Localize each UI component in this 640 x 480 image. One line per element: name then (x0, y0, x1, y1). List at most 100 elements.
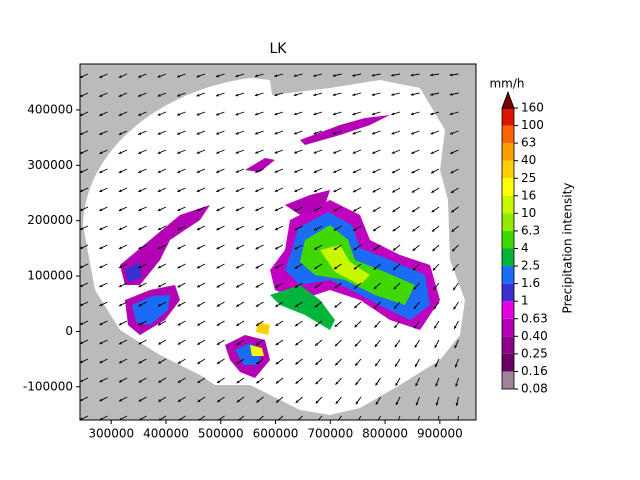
wind-arrow-head (455, 383, 459, 387)
wind-arrow-head (275, 304, 279, 307)
colorbar-segment (502, 301, 514, 319)
wind-arrow-head (99, 265, 103, 269)
precipitation (120, 115, 440, 378)
colorbar-tick-label: 16 (521, 188, 536, 202)
wind-arrow-head (138, 360, 142, 364)
wind-arrow-head (450, 170, 454, 174)
wind-arrow-head (294, 170, 298, 173)
wind-arrow-head (99, 246, 103, 250)
wind-arrow-head (315, 362, 319, 365)
wind-arrow-head (334, 324, 338, 327)
precip-area (132, 295, 170, 325)
wind-arrow-head (255, 189, 259, 192)
colorbar-tick-label: 1.6 (521, 276, 540, 290)
wind-arrow-head (216, 303, 220, 307)
wind-arrow-head (294, 150, 298, 154)
wind-arrow-head (157, 265, 161, 269)
wind-arrow-head (415, 363, 418, 367)
wind-arrow-head (99, 360, 103, 364)
wind-arrow (198, 415, 206, 420)
colorbar-segment (502, 318, 514, 337)
wind-arrow-head (118, 246, 122, 250)
wind-arrow-head (216, 246, 220, 250)
wind-arrow-head (412, 209, 416, 212)
wind-arrow-head (118, 284, 122, 288)
colorbar-tick-label: 0.16 (521, 364, 548, 378)
wind-arrow-head (414, 344, 418, 348)
colorbar-tick-label: 10 (521, 206, 536, 220)
colorbar-segment (502, 371, 514, 389)
wind-arrow-head (313, 189, 317, 192)
colorbar-tick-label: 0.63 (521, 311, 548, 325)
wind-arrow-head (274, 74, 278, 78)
wind-arrow-head (333, 151, 337, 154)
wind-arrow-head (197, 303, 201, 307)
wind-arrow-head (294, 246, 298, 250)
wind-arrow-head (373, 266, 377, 270)
wind-arrow-head (355, 362, 358, 366)
wind-arrow-head (216, 342, 220, 345)
wind-arrow-head (256, 361, 260, 365)
wind-arrow-head (235, 151, 239, 154)
colorbar-tick-label: 160 (521, 101, 544, 115)
wind-arrow-head (235, 131, 239, 135)
wind-arrow-head (217, 399, 221, 403)
wind-arrow-head (431, 228, 435, 232)
wind-arrow-head (177, 341, 181, 345)
wind-arrow-head (255, 208, 259, 211)
wind-arrow (237, 415, 245, 420)
wind-arrow-head (295, 400, 299, 403)
wind-arrow-head (452, 248, 455, 252)
y-tick-label: 100000 (27, 269, 73, 283)
wind-arrow-head (256, 342, 260, 345)
wind-arrow-head (138, 170, 142, 173)
wind-arrow-head (314, 227, 318, 231)
y-tick-label: 400000 (27, 102, 73, 116)
colorbar-tick-label: 4 (521, 241, 529, 255)
wind-arrow-head (235, 93, 239, 97)
colorbar-segment (502, 195, 514, 214)
wind-arrow-head (255, 170, 259, 173)
y-tick-label: 300000 (27, 158, 73, 172)
wind-arrow-head (433, 306, 437, 310)
wind-arrow-head (177, 303, 181, 307)
wind-arrow (257, 415, 264, 420)
wind-arrow-head (413, 286, 417, 290)
wind-arrow-head (138, 208, 142, 211)
wind-arrow-head (177, 284, 181, 288)
wind-arrow-head (99, 151, 103, 154)
wind-arrow-head (336, 420, 339, 423)
precip-area (300, 115, 390, 145)
wind-arrow-head (375, 363, 378, 367)
colorbar-segment (502, 143, 514, 161)
wind-arrow-head (452, 267, 456, 271)
wind-arrow-head (80, 246, 83, 250)
wind-arrow-head (314, 246, 318, 250)
wind-arrow-head (196, 246, 200, 250)
wind-arrow-head (391, 73, 395, 77)
wind-arrow-head (119, 398, 123, 402)
wind-arrow-head (118, 151, 122, 154)
precip-area (125, 262, 142, 282)
wind-arrow-head (80, 113, 83, 116)
wind-arrow-head (374, 305, 378, 309)
wind-arrow-head (80, 360, 83, 364)
wind-arrow-head (255, 246, 259, 250)
wind-arrow-head (391, 131, 395, 135)
wind-arrow-head (177, 227, 181, 231)
wind-arrow-head (254, 93, 258, 97)
wind-arrow-head (177, 189, 181, 192)
wind-arrow-head (235, 74, 239, 78)
wind-arrow-head (411, 189, 415, 193)
wind-arrow-head (354, 285, 358, 289)
wind-arrow-head (352, 112, 356, 116)
wind-arrow-head (372, 189, 376, 193)
wind-arrow-head (430, 151, 434, 154)
precip-area (245, 158, 275, 172)
wind-arrow-head (255, 227, 259, 231)
wind-arrow-head (391, 93, 395, 96)
wind-arrow-head (275, 265, 279, 269)
y-tick-label: 0 (65, 324, 73, 338)
colorbar-extend (501, 90, 515, 109)
precip-area (256, 322, 270, 335)
